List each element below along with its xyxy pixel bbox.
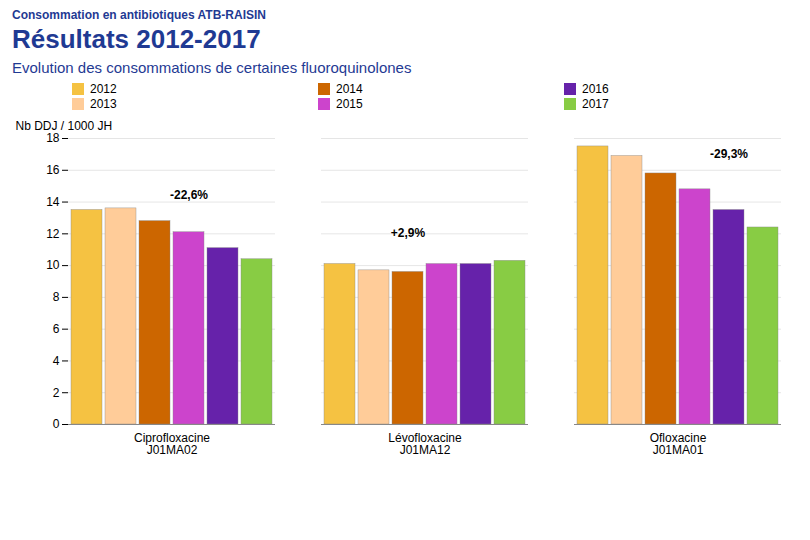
svg-text:4: 4 — [53, 354, 60, 368]
svg-text:OfloxacineJ01MA01: OfloxacineJ01MA01 — [650, 431, 707, 457]
html-text:Résultats 2012-2017: Résultats 2012-2017 — [12, 24, 261, 54]
html-text:2013: 2013 — [90, 97, 117, 111]
html-text:Consommation en antibiotiques: Consommation en antibiotiques ATB-RAISIN — [12, 8, 266, 22]
svg-text:14: 14 — [46, 195, 60, 209]
svg-text:6: 6 — [53, 322, 60, 336]
svg-text:0: 0 — [53, 417, 60, 431]
svg-text:16: 16 — [46, 163, 60, 177]
html-text:2017: 2017 — [582, 97, 609, 111]
svg-text:-22,6%: -22,6% — [170, 188, 208, 202]
html-text:2012: 2012 — [90, 82, 117, 96]
svg-text:Nb DDJ / 1000 JH: Nb DDJ / 1000 JH — [16, 119, 113, 133]
svg-text:2: 2 — [53, 386, 60, 400]
svg-text:18: 18 — [46, 131, 60, 145]
html-text:2016: 2016 — [582, 82, 609, 96]
svg-text:8: 8 — [53, 290, 60, 304]
svg-text:10: 10 — [46, 258, 60, 272]
svg-text:LévofloxacineJ01MA12: LévofloxacineJ01MA12 — [388, 431, 462, 457]
html-text:Evolution des consommations de: Evolution des consommations de certaines… — [12, 59, 412, 76]
svg-text:+2,9%: +2,9% — [391, 226, 426, 240]
html-text:2015: 2015 — [336, 97, 363, 111]
svg-text:CiprofloxacineJ01MA02: CiprofloxacineJ01MA02 — [134, 431, 210, 457]
html-text:2014: 2014 — [336, 82, 363, 96]
svg-text:12: 12 — [46, 227, 60, 241]
svg-text:-29,3%: -29,3% — [710, 147, 748, 161]
